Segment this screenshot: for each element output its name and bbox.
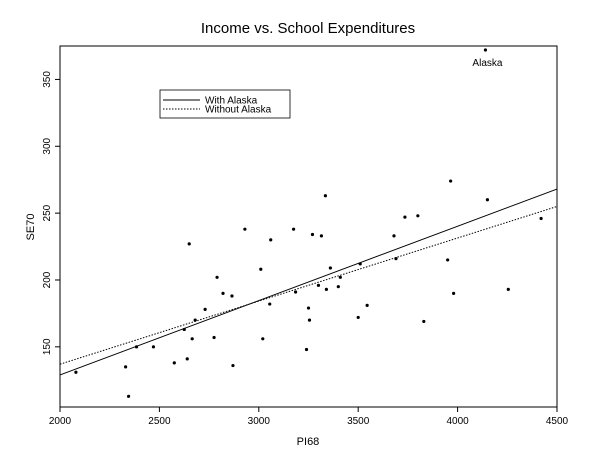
data-point	[403, 215, 407, 219]
x-tick-label: 4500	[546, 416, 569, 427]
data-point	[416, 214, 420, 218]
x-tick-label: 3000	[248, 416, 271, 427]
y-tick-label: 250	[42, 204, 53, 221]
annotation-label: Alaska	[472, 58, 502, 69]
y-tick-label: 200	[42, 271, 53, 288]
legend-label: Without Alaska	[205, 105, 272, 116]
data-point	[394, 256, 398, 261]
data-point	[151, 345, 156, 349]
data-point	[190, 337, 194, 341]
data-point	[215, 275, 219, 279]
data-point	[310, 232, 315, 237]
x-axis-label: PI68	[297, 436, 320, 448]
data-point	[268, 302, 272, 306]
x-tick-label: 4000	[446, 416, 469, 427]
data-point	[182, 327, 186, 332]
y-tick-label: 300	[42, 137, 53, 154]
data-point	[307, 318, 312, 322]
data-point	[323, 194, 327, 198]
data-point	[539, 216, 543, 221]
data-point	[126, 394, 131, 398]
data-point	[212, 335, 216, 340]
x-tick-label: 3500	[347, 416, 370, 427]
regression-line-without-alaska	[59, 205, 558, 365]
plot-frame	[59, 45, 558, 408]
data-point	[358, 262, 362, 266]
data-point	[485, 198, 490, 202]
x-tick-label: 2500	[148, 416, 171, 427]
y-axis: 150 200 250 300 350	[42, 71, 60, 355]
data-point	[324, 287, 328, 291]
data-point	[365, 303, 369, 307]
data-point	[392, 234, 396, 238]
x-tick-label: 2000	[49, 416, 72, 427]
data-point	[293, 290, 298, 294]
data-point	[259, 267, 263, 271]
data-point	[306, 306, 311, 310]
data-point	[74, 370, 78, 374]
y-tick-label: 350	[42, 71, 53, 88]
x-axis: 2000 2500 3000 3500 4000 4500	[49, 407, 569, 427]
data-point	[338, 275, 342, 279]
data-point	[506, 287, 510, 291]
data-point	[243, 227, 247, 231]
data-point	[316, 283, 321, 287]
data-point	[134, 345, 139, 349]
legend-box	[159, 89, 291, 119]
data-point	[261, 337, 265, 341]
data-point	[203, 307, 207, 311]
data-point	[336, 285, 340, 289]
legend-label: With Alaska	[205, 96, 258, 107]
data-point	[124, 365, 128, 369]
data-point	[269, 238, 273, 242]
data-points	[74, 48, 543, 398]
data-point	[221, 291, 225, 295]
annotations: Alaska	[472, 58, 502, 69]
y-axis-label: SE70	[25, 214, 37, 241]
data-point	[319, 234, 324, 238]
data-point	[187, 242, 191, 246]
data-point	[449, 179, 453, 183]
data-point	[172, 361, 176, 365]
y-tick-label: 150	[42, 338, 53, 355]
data-point	[231, 363, 235, 368]
data-point	[328, 266, 332, 270]
data-point	[230, 294, 234, 298]
data-point	[483, 48, 488, 52]
regression-lines	[59, 188, 558, 376]
data-point	[452, 291, 456, 295]
regression-line-with-alaska	[59, 188, 558, 376]
data-point	[446, 258, 450, 262]
data-point	[422, 319, 426, 324]
data-point	[185, 357, 189, 361]
data-point	[291, 227, 296, 231]
chart-title: Income vs. School Expenditures	[201, 20, 415, 37]
data-point	[304, 347, 309, 352]
data-point	[356, 315, 360, 320]
data-point	[193, 318, 197, 322]
